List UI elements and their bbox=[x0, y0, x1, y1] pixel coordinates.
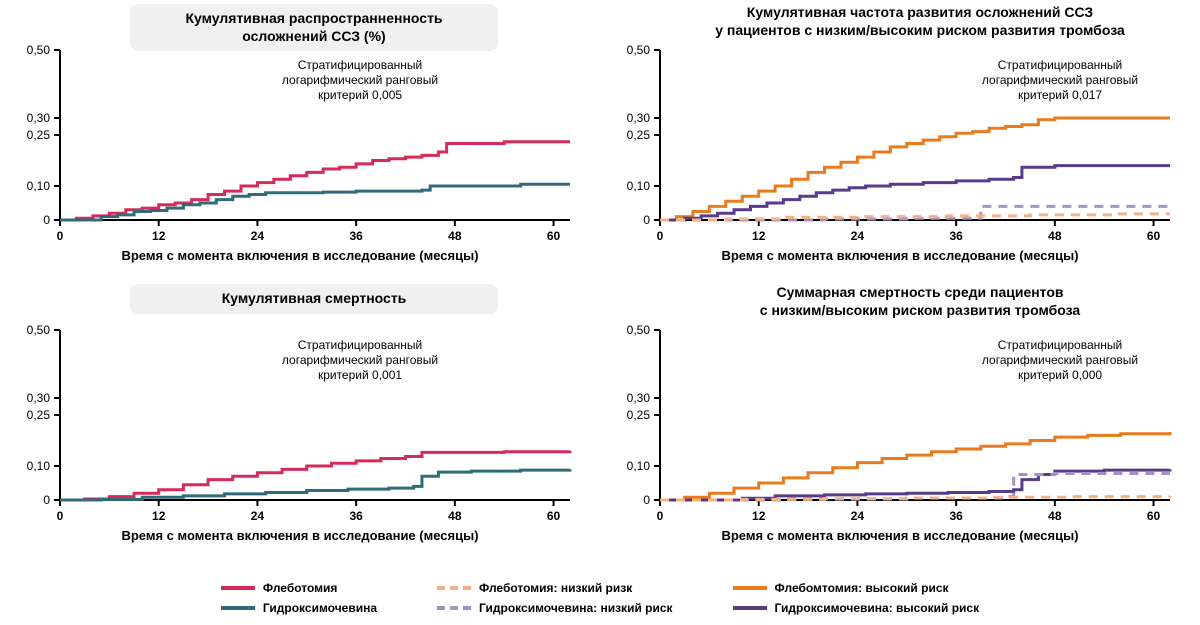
xtick-label: 60 bbox=[547, 229, 561, 243]
xtick-label: 12 bbox=[752, 509, 766, 523]
chart-title: Кумулятивная смертность bbox=[130, 284, 498, 314]
ytick-label: 0 bbox=[43, 213, 50, 227]
ytick-label: 0,50 bbox=[27, 323, 51, 337]
stat-annotation: Стратифицированный логарифмический ранго… bbox=[260, 338, 460, 383]
xtick-label: 12 bbox=[152, 229, 166, 243]
ytick-label: 0,10 bbox=[627, 459, 651, 473]
xtick-label: 60 bbox=[547, 509, 561, 523]
ytick-label: 0,30 bbox=[27, 111, 51, 125]
legend-item: Гидроксимочевина: высокий риск bbox=[733, 601, 980, 615]
chart-title: Кумулятивная частота развития осложнений… bbox=[660, 4, 1180, 39]
legend-column: Флеботомия Гидроксимочевина bbox=[221, 581, 377, 615]
stat-annotation: Стратифицированный логарифмический ранго… bbox=[960, 58, 1160, 103]
chart-title: Кумулятивная распространненность осложне… bbox=[130, 4, 498, 51]
series-line bbox=[660, 166, 1170, 220]
panel-top-left: 0 12 24 36 48 60 0 0,10 0,25 0,30 0,50 Кумулятивная… bbox=[0, 0, 600, 280]
xtick-label: 0 bbox=[657, 509, 664, 523]
panel-top-right: 0 12 24 36 48 60 0 0,10 0,25 0,30 0,50 Кумулятивная… bbox=[600, 0, 1200, 280]
xtick-label: 48 bbox=[1048, 229, 1062, 243]
x-axis-label: Время с момента включения в исследование… bbox=[0, 528, 600, 543]
xtick-label: 36 bbox=[949, 229, 963, 243]
xtick-label: 36 bbox=[349, 509, 363, 523]
xtick-label: 24 bbox=[251, 509, 265, 523]
x-axis-label: Время с момента включения в исследование… bbox=[0, 248, 600, 263]
legend-item: Флебомтомия: высокий риск bbox=[733, 581, 980, 595]
ytick-label: 0,50 bbox=[627, 323, 651, 337]
xtick-label: 60 bbox=[1147, 509, 1161, 523]
legend-item: Флеботомия bbox=[221, 581, 377, 595]
x-axis-label: Время с момента включения в исследование… bbox=[600, 248, 1200, 263]
legend-swatch bbox=[733, 586, 767, 590]
legend-item: Гидроксимочевина: низкий риск bbox=[437, 601, 673, 615]
legend-column: Флеботомия: низкий ризк Гидроксимочевина:… bbox=[437, 581, 673, 615]
ytick-label: 0,25 bbox=[627, 408, 651, 422]
panel-grid: 0 12 24 36 48 60 0 0,10 0,25 0,30 0,50 Кумулятивная… bbox=[0, 0, 1200, 560]
xtick-label: 24 bbox=[251, 229, 265, 243]
xtick-label: 0 bbox=[57, 509, 64, 523]
xtick-label: 12 bbox=[752, 229, 766, 243]
legend-item: Гидроксимочевина bbox=[221, 601, 377, 615]
xtick-label: 0 bbox=[57, 229, 64, 243]
stat-annotation: Стратифицированный логарифмический ранго… bbox=[960, 338, 1160, 383]
chart-svg: 0 12 24 36 48 60 0 0,10 0,25 0,30 0,50 bbox=[0, 280, 600, 560]
panel-bottom-left: 0 12 24 36 48 60 0 0,10 0,25 0,30 0,50 Кумулятивная… bbox=[0, 280, 600, 560]
xtick-label: 12 bbox=[152, 509, 166, 523]
chart-svg: 0 12 24 36 48 60 0 0,10 0,25 0,30 0,50 bbox=[600, 0, 1200, 280]
ytick-label: 0,25 bbox=[27, 128, 51, 142]
ytick-label: 0,10 bbox=[27, 459, 51, 473]
xtick-label: 0 bbox=[657, 229, 664, 243]
legend-label: Флеботомия bbox=[263, 581, 338, 595]
series-line bbox=[60, 184, 570, 220]
legend-column: Флебомтомия: высокий риск Гидроксимочевин… bbox=[733, 581, 980, 615]
legend-label: Гидроксимочевина: высокий риск bbox=[775, 601, 980, 615]
legend-swatch bbox=[221, 586, 255, 590]
stat-annotation: Стратифицированный логарифмический ранго… bbox=[260, 58, 460, 103]
series-line bbox=[660, 432, 1170, 500]
series-line bbox=[660, 118, 1170, 220]
ytick-label: 0 bbox=[643, 493, 650, 507]
ytick-label: 0,10 bbox=[27, 179, 51, 193]
ytick-label: 0 bbox=[643, 213, 650, 227]
legend-swatch bbox=[733, 606, 767, 610]
ytick-label: 0,10 bbox=[627, 179, 651, 193]
legend-swatch bbox=[437, 586, 471, 590]
ytick-label: 0,30 bbox=[627, 111, 651, 125]
legend-label: Гидроксимочевина bbox=[263, 601, 377, 615]
ytick-label: 0,50 bbox=[27, 43, 51, 57]
legend-label: Флебомтомия: высокий риск bbox=[775, 581, 949, 595]
ytick-label: 0,30 bbox=[627, 391, 651, 405]
figure-4panel: 0 12 24 36 48 60 0 0,10 0,25 0,30 0,50 Кумулятивная… bbox=[0, 0, 1200, 625]
legend-label: Флеботомия: низкий ризк bbox=[479, 581, 632, 595]
xtick-label: 24 bbox=[851, 509, 865, 523]
ytick-label: 0,25 bbox=[27, 408, 51, 422]
xtick-label: 48 bbox=[448, 229, 462, 243]
series-line bbox=[60, 469, 570, 500]
xtick-label: 48 bbox=[1048, 509, 1062, 523]
ytick-label: 0,25 bbox=[627, 128, 651, 142]
legend-swatch bbox=[221, 606, 255, 610]
legend: Флеботомия Гидроксимочевина Флеботомия: ни… bbox=[0, 570, 1200, 625]
xtick-label: 36 bbox=[949, 509, 963, 523]
x-axis-label: Время с момента включения в исследование… bbox=[600, 528, 1200, 543]
legend-item: Флеботомия: низкий ризк bbox=[437, 581, 673, 595]
panel-bottom-right: 0 12 24 36 48 60 0 0,10 0,25 0,30 0,50 Суммарная см… bbox=[600, 280, 1200, 560]
ytick-label: 0,30 bbox=[27, 391, 51, 405]
legend-swatch bbox=[437, 606, 471, 610]
xtick-label: 60 bbox=[1147, 229, 1161, 243]
series-line bbox=[60, 451, 570, 500]
xtick-label: 24 bbox=[851, 229, 865, 243]
ytick-label: 0,50 bbox=[627, 43, 651, 57]
chart-title: Суммарная смертность среди пациентов с н… bbox=[660, 284, 1180, 319]
legend-label: Гидроксимочевина: низкий риск bbox=[479, 601, 673, 615]
series-line bbox=[60, 142, 570, 220]
chart-svg: 0 12 24 36 48 60 0 0,10 0,25 0,30 0,50 bbox=[600, 280, 1200, 560]
ytick-label: 0 bbox=[43, 493, 50, 507]
xtick-label: 36 bbox=[349, 229, 363, 243]
xtick-label: 48 bbox=[448, 509, 462, 523]
